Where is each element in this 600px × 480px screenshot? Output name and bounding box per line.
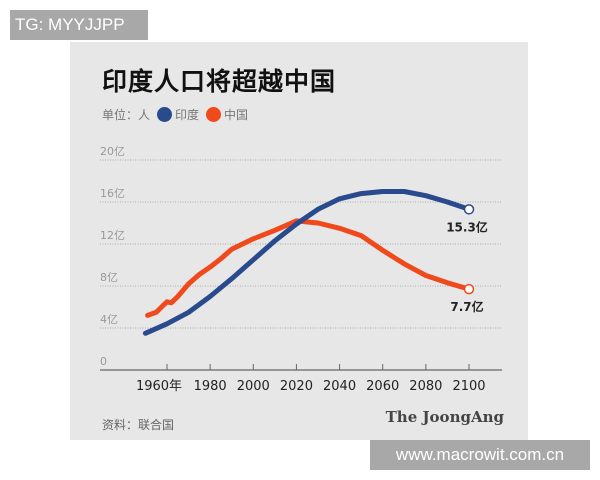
x-tick-label: 1980 xyxy=(194,379,227,394)
y-tick-label: 16亿 xyxy=(100,187,125,200)
source-note: 资料：联合国 xyxy=(102,418,175,432)
y-tick-label: 4亿 xyxy=(100,313,118,326)
line-chart: 0 4亿 8亿 12亿 16亿 20亿 1960年 1980 2000 2020 2040 2060 2… xyxy=(100,145,502,394)
legend-swatch-india xyxy=(157,107,173,122)
watermark-top: TG: MYYJJPP xyxy=(10,10,148,40)
legend-label-china: 中国 xyxy=(224,108,249,122)
x-tick-label: 2100 xyxy=(452,379,485,394)
brand-logo: The JoongAng xyxy=(385,408,504,426)
unit-label: 单位：人 xyxy=(102,108,151,122)
watermark-bottom: www.macrowit.com.cn xyxy=(370,440,590,470)
y-tick-label: 0 xyxy=(100,355,107,368)
series-line-china xyxy=(145,218,472,318)
chart-card: 印度人口将超越中国 单位：人 印度 中国 0 4亿 8亿 12亿 16亿 20亿 1960年… xyxy=(70,42,528,440)
chart-title: 印度人口将超越中国 xyxy=(102,67,337,96)
legend-swatch-china xyxy=(206,107,222,122)
end-point-india xyxy=(463,204,475,215)
end-label-india: 15.3亿 xyxy=(446,219,488,234)
y-tick-label: 8亿 xyxy=(100,271,118,284)
x-tick-label: 2060 xyxy=(366,379,399,394)
series-line-india xyxy=(142,189,472,336)
end-point-china xyxy=(463,283,475,295)
legend-label-india: 印度 xyxy=(175,108,200,122)
end-label-china: 7.7亿 xyxy=(450,299,483,314)
x-tick-label: 2040 xyxy=(323,379,356,394)
y-tick-label: 20亿 xyxy=(100,145,125,158)
x-tick-label: 1960年 xyxy=(136,379,182,394)
x-tick-label: 2000 xyxy=(237,379,270,394)
x-tick-label: 2020 xyxy=(280,379,313,394)
y-tick-label: 12亿 xyxy=(100,229,125,242)
legend: 单位：人 印度 中国 xyxy=(102,106,248,123)
x-tick-label: 2080 xyxy=(409,379,442,394)
